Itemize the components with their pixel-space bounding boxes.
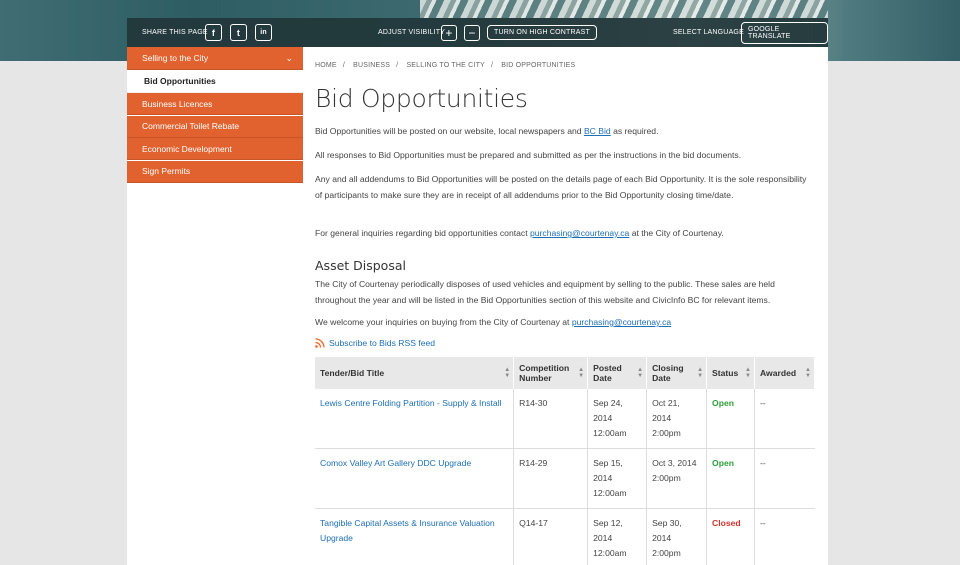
twitter-icon[interactable]: t [230,24,247,41]
table-row: Lewis Centre Folding Partition - Supply … [315,389,815,449]
bid-title-link[interactable]: Tangible Capital Assets & Insurance Valu… [320,518,495,543]
awarded-value: -- [754,448,815,509]
column-header-awarded[interactable]: Awarded ▲ ▼ [754,357,815,389]
sort-icon: ▲ ▼ [805,367,811,379]
competition-number: R14-30 [513,389,589,449]
visibility-label: ADJUST VISIBILITY [378,29,446,36]
utility-toolbar: SHARE THIS PAGE f t in ADJUST VISIBILITY… [127,18,828,47]
asset-paragraph-1: The City of Courtenay periodically dispo… [315,279,775,305]
breadcrumb-home[interactable]: HOME [315,62,337,69]
left-background [0,0,127,565]
sort-icon: ▲ ▼ [637,367,644,379]
asset-email-link[interactable]: purchasing@courtenay.ca [571,317,672,327]
awarded-value: -- [754,508,815,565]
sidebar-item-economic-development[interactable]: Economic Development [127,138,303,160]
table-header-row: Tender/Bid Title ▲ ▼ Competition Number ▲ ▼ … [315,357,815,389]
sidebar-item-selling-to-the-city[interactable]: Selling to the City ⌄ [127,47,303,70]
sidebar-item-business-licences[interactable]: Business Licences [127,93,303,115]
status-badge: Closed [706,508,755,565]
chevron-down-icon[interactable]: ⌄ [285,52,293,63]
right-background [828,0,960,565]
breadcrumb-current: BID OPPORTUNITIES [501,62,576,69]
zoom-out-button[interactable]: − [464,24,480,41]
intro-paragraph-4: For general inquiries regarding bid oppo… [315,228,724,238]
closing-date: Oct 3, 2014 2:00pm [646,448,708,509]
awarded-value: -- [754,389,815,449]
breadcrumb-selling[interactable]: SELLING TO THE CITY [406,62,485,69]
intro-paragraph-3: Any and all addendums to Bid Opportuniti… [315,174,807,200]
sort-icon: ▲ ▼ [697,367,704,379]
high-contrast-button[interactable]: TURN ON HIGH CONTRAST [487,25,597,40]
rss-icon [315,338,325,348]
closing-date: Sep 30, 2014 2:00pm [646,508,708,565]
bid-title-link[interactable]: Comox Valley Art Gallery DDC Upgrade [320,458,472,468]
table-row: Comox Valley Art Gallery DDC Upgrade R14… [315,448,815,509]
facebook-icon[interactable]: f [205,24,222,41]
column-header-closing[interactable]: Closing Date ▲ ▼ [646,357,708,389]
sidebar-item-label: Selling to the City [142,53,209,63]
posted-date: Sep 12, 2014 12:00am [587,508,648,565]
status-badge: Open [706,448,755,509]
page-title: Bid Opportunities [315,84,528,113]
table-row: Tangible Capital Assets & Insurance Valu… [315,508,815,565]
rss-subscribe: Subscribe to Bids RSS feed [315,338,435,348]
intro-paragraph-2: All responses to Bid Opportunities must … [315,150,742,160]
zoom-in-button[interactable]: + [441,24,457,41]
sidebar-item-sign-permits[interactable]: Sign Permits [127,160,303,183]
sort-icon: ▲ ▼ [578,367,585,379]
sidebar-item-bid-opportunities[interactable]: Bid Opportunities [127,70,303,93]
intro-paragraph-1: Bid Opportunities will be posted on our … [315,126,659,136]
asset-disposal-heading: Asset Disposal [315,258,406,273]
share-label: SHARE THIS PAGE [142,29,208,36]
posted-date: Sep 15, 2014 12:00am [587,448,648,509]
main-content: HOME / BUSINESS / SELLING TO THE CITY / BID… [303,47,828,565]
language-label: SELECT LANGUAGE [673,29,744,36]
asset-paragraph-2: We welcome your inquiries on buying from… [315,317,672,327]
google-translate-button[interactable]: GOOGLE TRANSLATE [741,21,828,44]
column-header-number[interactable]: Competition Number ▲ ▼ [513,357,589,389]
linkedin-icon[interactable]: in [255,24,272,41]
competition-number: R14-29 [513,448,589,509]
sidebar-nav: Selling to the City ⌄ Bid Opportunities … [127,47,303,183]
column-header-status[interactable]: Status ▲ ▼ [706,357,755,389]
breadcrumb-business[interactable]: BUSINESS [353,62,391,69]
column-header-posted[interactable]: Posted Date ▲ ▼ [587,357,648,389]
column-header-title[interactable]: Tender/Bid Title ▲ ▼ [315,357,515,389]
sort-icon: ▲ ▼ [504,367,511,379]
sort-icon: ▲ ▼ [745,367,751,379]
closing-date: Oct 21, 2014 2:00pm [646,389,708,449]
bc-bid-link[interactable]: BC Bid [583,126,611,136]
status-badge: Open [706,389,755,449]
bid-title-link[interactable]: Lewis Centre Folding Partition - Supply … [320,398,502,408]
posted-date: Sep 24, 2014 12:00am [587,389,648,449]
purchasing-email-link[interactable]: purchasing@courtenay.ca [529,228,630,238]
competition-number: Q14-17 [513,508,589,565]
breadcrumb: HOME / BUSINESS / SELLING TO THE CITY / BID… [315,62,576,69]
bids-table: Tender/Bid Title ▲ ▼ Competition Number ▲ ▼ … [315,357,815,565]
sidebar-item-commercial-toilet-rebate[interactable]: Commercial Toilet Rebate [127,115,303,138]
rss-link[interactable]: Subscribe to Bids RSS feed [329,338,436,348]
